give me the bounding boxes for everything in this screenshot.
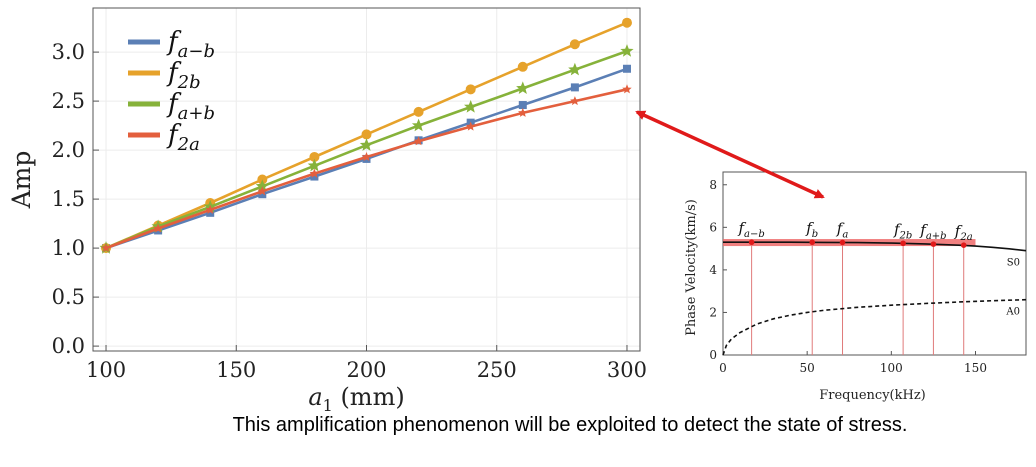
frequency-marker-label: fb (805, 219, 818, 240)
legend-label-f_2a: f2a (166, 120, 200, 155)
x-tick-label: 150 (216, 358, 256, 382)
inset-x-tick-label: 100 (880, 361, 903, 375)
data-point-f_2a (309, 168, 320, 178)
frequency-marker-dot (900, 240, 906, 247)
data-point-f_2b (413, 106, 424, 117)
data-point-f_a_plus_b (568, 62, 582, 76)
frequency-marker-label: f2b (893, 220, 912, 241)
frequency-marker-label: fa−b (737, 219, 764, 240)
frequency-marker-dot (960, 242, 967, 248)
inset-x-tick-label: 50 (800, 361, 815, 375)
data-point-f_a_minus_b (570, 83, 579, 92)
frequency-marker-dot (839, 239, 846, 246)
data-point-f_2a (622, 84, 632, 94)
inset-x-tick-label: 0 (719, 361, 727, 375)
data-point-f_2b (569, 39, 580, 50)
inset-y-tick-label: 0 (709, 348, 717, 362)
inset-y-axis-label: Phase Velocity(km/s) (684, 199, 699, 336)
inset-frame (722, 171, 1027, 356)
frequency-marker-dot (809, 239, 816, 246)
data-point-f_a_plus_b (359, 138, 374, 151)
legend-label-f_a_minus_b: fa−b (166, 27, 215, 62)
mode-curve-a0 (722, 298, 1027, 356)
data-point-f_a_minus_b (258, 190, 267, 199)
data-point-f_a_plus_b (464, 100, 478, 113)
data-point-f_2b (621, 17, 632, 28)
y-tick-label: 1.5 (52, 187, 85, 211)
inset-y-tick-label: 8 (709, 178, 717, 192)
y-tick-label: 3.0 (52, 40, 85, 64)
data-point-f_2b (465, 84, 476, 95)
x-tick-label: 300 (607, 358, 647, 382)
inset-x-tick-label: 150 (964, 361, 987, 375)
data-point-f_2a (257, 186, 268, 196)
legend-label-f_2b: f2b (166, 58, 201, 93)
dispersion-chart: 0 50 100 150 0 2 4 6 8 Frequency(kHz) Phase Veloci… (684, 171, 1027, 403)
y-tick-label: 2.5 (52, 89, 85, 113)
inset-y-tick-label: 6 (709, 220, 717, 234)
inset-x-axis-label: Frequency(kHz) (819, 388, 926, 403)
mode-label-s0: S0 (1007, 258, 1020, 269)
data-point-f_2b (517, 61, 528, 72)
data-point-f_a_minus_b (310, 172, 319, 181)
data-point-f_a_plus_b (620, 44, 634, 57)
x-axis-label: a1 (mm) (308, 383, 404, 415)
x-tick-label: 250 (477, 358, 517, 382)
data-point-f_a_minus_b (518, 101, 527, 110)
mode-label-a0: A0 (1005, 307, 1020, 318)
x-tick-label: 100 (86, 358, 126, 382)
y-tick-label: 0.5 (52, 285, 85, 309)
amplitude-chart: 100 150 200 250 300 0.0 0.5 1.0 1.5 2.0 2.5 3.0 a1 (… (7, 7, 647, 415)
caption-text: This amplification phenomenon will be ex… (232, 414, 908, 436)
y-tick-label: 2.0 (52, 138, 85, 162)
inset-y-tick-label: 2 (709, 305, 717, 319)
inset-y-tick-label: 4 (709, 263, 717, 277)
frequency-marker-label: fa (836, 219, 849, 240)
data-point-f_a_plus_b (307, 158, 322, 172)
data-point-f_a_plus_b (516, 81, 530, 94)
data-point-f_2a (205, 204, 215, 214)
data-point-f_a_plus_b (411, 118, 426, 132)
y-tick-label: 0.0 (52, 334, 85, 358)
frequency-marker-dot (748, 239, 755, 246)
legend-label-f_a_plus_b: fa+b (166, 89, 215, 124)
data-point-f_a_minus_b (622, 64, 631, 73)
data-point-f_2a (465, 121, 476, 131)
data-point-f_2b (361, 129, 372, 140)
frequency-marker-label: fa+b (919, 221, 946, 242)
data-point-f_a_minus_b (206, 208, 215, 217)
data-point-f_2b (309, 151, 320, 162)
mode-curve-s0 (723, 241, 1027, 252)
frequency-marker-dot (930, 241, 937, 247)
data-point-f_a_plus_b (255, 179, 269, 192)
data-point-f_2a (101, 243, 111, 253)
frequency-marker-label: f2a (954, 222, 973, 243)
y-tick-label: 1.0 (52, 236, 85, 260)
data-point-f_2a (153, 223, 163, 233)
data-point-f_2a (518, 107, 528, 117)
x-tick-label: 200 (346, 358, 386, 382)
data-point-f_2a (570, 96, 580, 106)
data-point-f_2a (361, 152, 372, 161)
connector-arrow (635, 110, 825, 199)
data-point-f_2a (413, 136, 424, 146)
y-axis-label: Amp (7, 151, 36, 210)
